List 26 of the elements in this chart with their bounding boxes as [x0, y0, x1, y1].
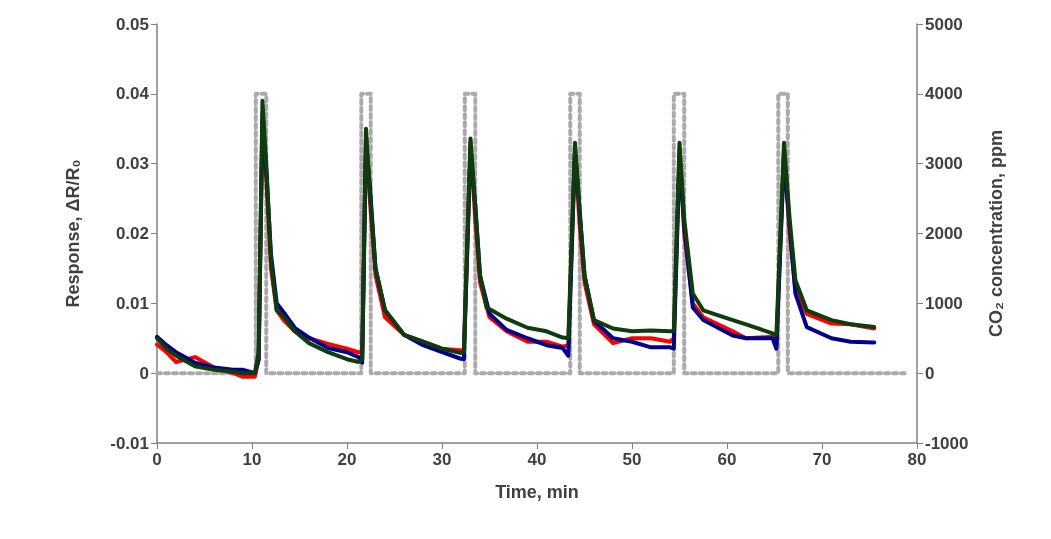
x-tick-label: 30 [432, 450, 452, 469]
x-tick-label: 60 [717, 450, 737, 469]
y-tick-label: 0.02 [115, 224, 149, 243]
y2-tick-label: 1000 [925, 293, 963, 313]
y-tick-label: 0.05 [115, 14, 149, 34]
x-tick-label: 50 [622, 450, 642, 469]
y2-tick-label: 0 [925, 363, 935, 383]
x-tick-label: 40 [527, 450, 547, 469]
x-tick-label: 20 [337, 450, 357, 469]
x-tick-label: 0 [152, 450, 162, 469]
y2-axis-title: CO₂ concentration, ppm [986, 129, 1006, 338]
y2-tick-label: 2000 [925, 224, 963, 243]
y-tick-label: 0.03 [115, 154, 149, 174]
y-tick-label: 0 [139, 363, 149, 383]
x-tick-label: 10 [242, 450, 262, 469]
y2-tick-label: 5000 [925, 14, 963, 34]
y2-tick-label: 3000 [925, 154, 963, 174]
y2-tick-label: -1000 [925, 433, 969, 453]
y2-tick-label: 4000 [925, 84, 963, 104]
x-tick-label: 70 [812, 450, 832, 469]
x-axis-title: Time, min [495, 482, 579, 502]
y-tick-label: 0.04 [115, 84, 150, 104]
y-axis-title: Response, ΔR/R₀ [63, 159, 83, 308]
x-tick-label: 80 [907, 450, 927, 469]
y-tick-label: -0.01 [110, 433, 149, 453]
y-tick-label: 0.01 [115, 293, 149, 313]
